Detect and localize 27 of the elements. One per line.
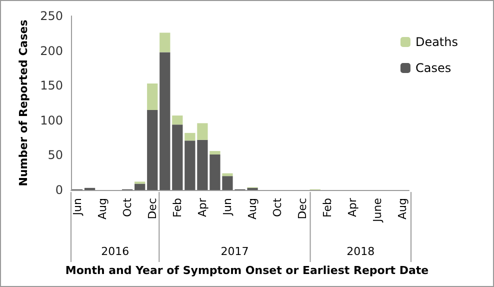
legend-label: Deaths [415,35,458,49]
y-tick-label: 0 [55,183,63,197]
x-tick-label: Apr [346,198,360,218]
y-tick-label: 100 [40,113,63,128]
x-axis-title: Month and Year of Symptom Onset or Earliest Report Date [65,264,429,277]
x-tick-label: Jun [70,198,84,216]
text: 2018 [346,245,375,258]
x-tick-label: Feb [170,198,184,218]
x-tick-label: Jun [220,198,234,216]
x-tick-label: Dec [296,198,310,220]
text: 2017 [220,245,249,258]
x-tick-label: June [371,198,384,223]
x-tick-label: Dec [146,198,159,220]
y-tick-label: 250 [40,9,63,23]
x-tick-label: Oct [120,197,134,218]
text: 2016 [101,245,130,258]
x-tick-label: Aug [396,198,410,220]
y-tick-label: 200 [40,44,63,58]
x-tick-label: Aug [96,198,109,220]
x-tick-label: Apr [196,198,209,218]
y-axis-title: Number of Reported Cases [17,19,30,186]
y-tick-label: 50 [48,148,63,162]
legend-label: Cases [415,61,452,75]
y-tick-label: 150 [40,78,63,93]
x-tick-label: Aug [246,198,260,220]
x-tick-label: Oct [271,197,284,218]
x-tick-label: Feb [321,198,334,218]
